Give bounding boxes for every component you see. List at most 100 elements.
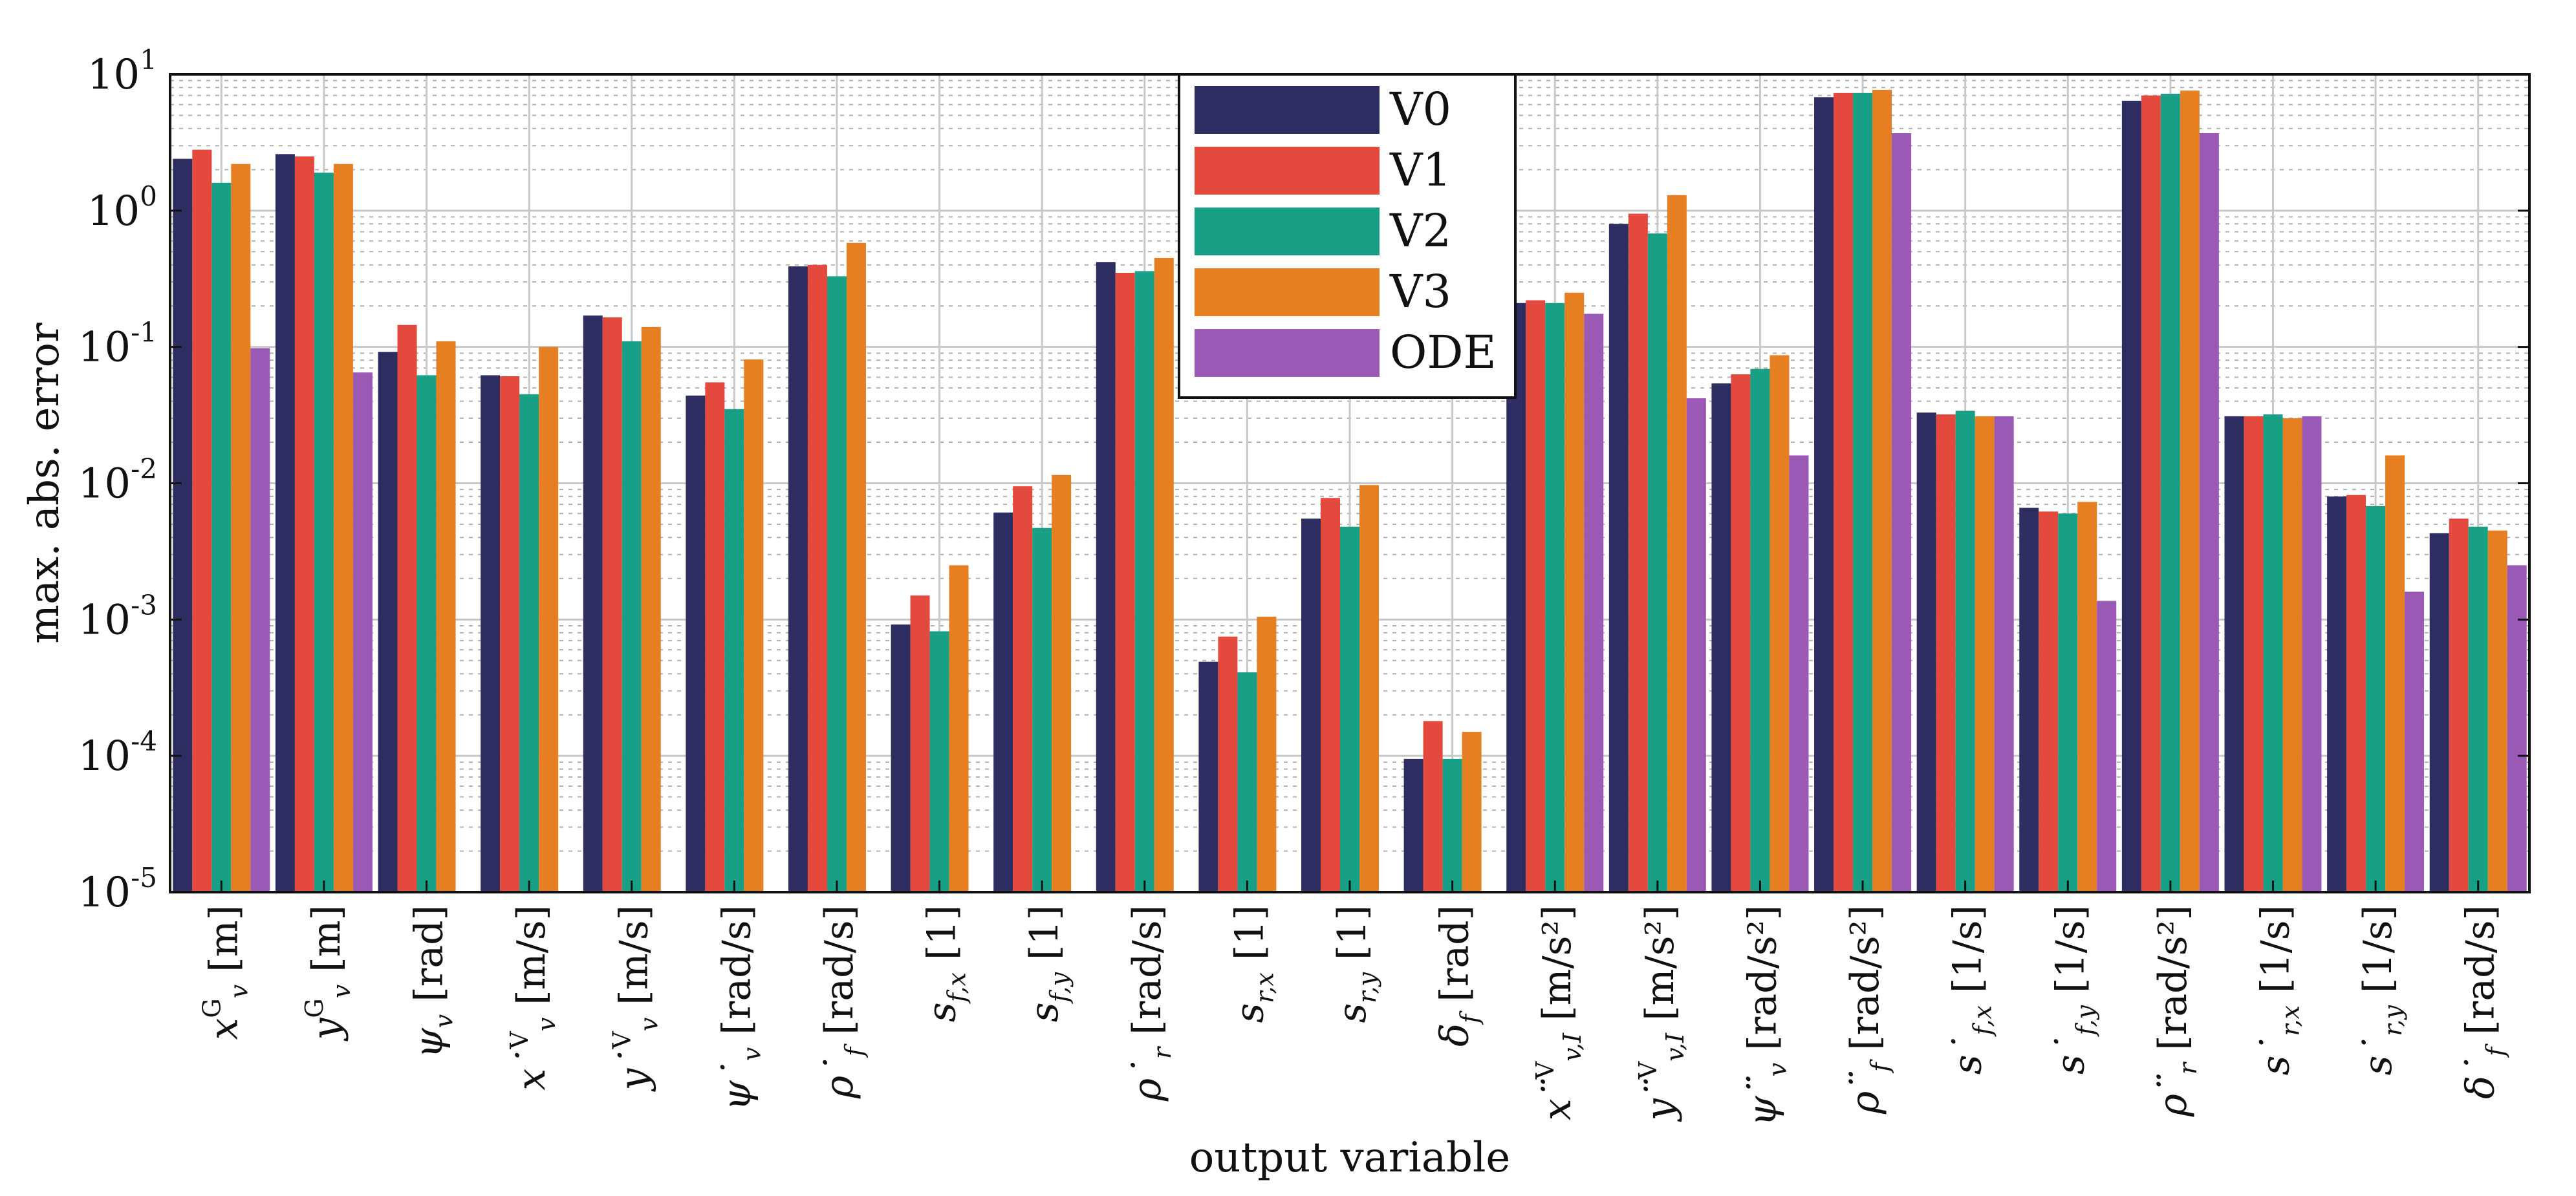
- bar-v3-20: [2282, 418, 2302, 892]
- bar-v3-10: [1257, 616, 1277, 892]
- bar-v1-17: [1936, 414, 1956, 892]
- y-tick-label: 10-4: [78, 725, 157, 780]
- bar-v3-22: [2487, 530, 2507, 892]
- legend-swatch-ode: [1195, 329, 1380, 377]
- bar-v1-15: [1731, 374, 1751, 892]
- bar-v2-9: [1134, 271, 1154, 893]
- bar-ode-18: [2097, 601, 2117, 892]
- bar-v0-7: [891, 624, 911, 892]
- bar-v0-9: [1096, 262, 1116, 892]
- bar-v3-15: [1770, 355, 1790, 892]
- x-category-label-7: sf,x [1]: [920, 905, 971, 1022]
- y-tick-label: 101: [87, 44, 157, 99]
- x-category-label-6: ρ˙f [rad/s]: [817, 905, 869, 1099]
- bar-ode-0: [250, 348, 270, 892]
- x-category-label-13: x¨Vv,I [m/s²]: [1531, 905, 1586, 1120]
- bar-v0-11: [1301, 518, 1321, 892]
- bar-v3-19: [2180, 91, 2200, 893]
- bar-v3-16: [1872, 89, 1892, 893]
- bar-v1-6: [807, 264, 827, 892]
- bar-ode-16: [1892, 133, 1912, 892]
- bar-v3-3: [539, 347, 559, 892]
- legend-label-v1: V1: [1389, 144, 1451, 197]
- bar-ode-13: [1584, 314, 1604, 892]
- y-tick-label: 10-2: [78, 453, 157, 508]
- x-category-label-4: y˙Vv [m/s]: [608, 905, 664, 1093]
- bar-v1-1: [294, 156, 314, 892]
- bar-v1-3: [500, 376, 520, 892]
- bar-v1-13: [1526, 300, 1546, 893]
- x-category-label-1: yGv [m]: [300, 905, 356, 1042]
- bar-ode-22: [2507, 565, 2527, 892]
- bar-v0-15: [1711, 383, 1731, 892]
- bar-v1-16: [1834, 92, 1854, 892]
- bar-v1-20: [2244, 416, 2264, 892]
- bar-v1-18: [2039, 511, 2059, 892]
- bar-v3-21: [2385, 455, 2405, 892]
- bar-v0-10: [1198, 661, 1218, 892]
- x-category-label-18: s˙f,y [1/s]: [2048, 905, 2099, 1074]
- bar-v3-4: [641, 326, 661, 892]
- bar-ode-20: [2302, 416, 2322, 892]
- legend-label-ode: ODE: [1390, 326, 1497, 379]
- bar-v2-0: [211, 182, 232, 892]
- bar-v3-7: [949, 565, 969, 892]
- bar-v3-9: [1154, 257, 1174, 892]
- bar-v2-22: [2468, 526, 2488, 892]
- bar-v1-5: [705, 382, 725, 892]
- bar-v0-12: [1403, 758, 1423, 892]
- bar-v3-17: [1975, 416, 1995, 892]
- bar-v1-14: [1628, 213, 1648, 893]
- bar-v3-12: [1462, 732, 1482, 892]
- bar-v1-9: [1115, 272, 1135, 892]
- bar-v0-6: [788, 266, 808, 892]
- x-category-label-14: y¨Vv,I [m/s²]: [1634, 905, 1689, 1122]
- bar-v1-0: [192, 149, 212, 893]
- bar-v3-13: [1564, 292, 1585, 892]
- bar-ode-15: [1789, 455, 1809, 892]
- y-ticks: 10-5 10-4 10-3 10-2 10-1 100 101: [78, 44, 2529, 917]
- x-category-label-12: δf [rad]: [1433, 905, 1484, 1047]
- bar-v3-14: [1667, 195, 1687, 892]
- legend-label-v0: V0: [1389, 83, 1451, 136]
- bar-v2-5: [724, 409, 744, 892]
- bar-v1-22: [2449, 518, 2469, 892]
- x-category-label-15: ψ¨v [rad/s²]: [1740, 905, 1791, 1126]
- x-category-label-9: ρ˙r [rad/s]: [1125, 905, 1176, 1102]
- bar-v2-15: [1750, 368, 1770, 892]
- x-category-label-16: ρ¨f [rad/s²]: [1843, 905, 1894, 1115]
- bar-v1-21: [2346, 495, 2366, 892]
- y-tick-label: 10-1: [78, 317, 157, 372]
- bar-v3-6: [846, 242, 866, 893]
- bar-v3-5: [744, 359, 764, 892]
- bar-v2-20: [2263, 414, 2283, 892]
- bar-ode-14: [1686, 398, 1706, 892]
- bar-v1-12: [1423, 721, 1443, 892]
- x-category-label-11: sr,y [1]: [1330, 905, 1381, 1023]
- bar-v2-18: [2058, 513, 2078, 892]
- x-category-label-8: sf,y [1]: [1022, 905, 1074, 1022]
- bar-v3-1: [333, 164, 353, 893]
- bar-v0-21: [2327, 496, 2347, 892]
- bar-v2-16: [1853, 92, 1873, 892]
- legend-swatch-v2: [1195, 208, 1380, 255]
- bar-v0-16: [1814, 97, 1834, 892]
- bar-v2-13: [1545, 303, 1565, 893]
- x-category-label-2: ψv [rad]: [407, 905, 459, 1058]
- legend-swatch-v1: [1195, 147, 1380, 195]
- bar-v2-11: [1340, 526, 1359, 892]
- bar-v2-10: [1237, 672, 1257, 892]
- bar-v2-8: [1032, 528, 1052, 892]
- x-category-label-17: s˙f,x [1/s]: [1945, 905, 1997, 1074]
- bar-v3-11: [1359, 485, 1379, 892]
- bar-ode-19: [2199, 133, 2219, 892]
- y-tick-label: 10-5: [78, 862, 157, 917]
- bar-v2-19: [2160, 94, 2180, 892]
- legend-label-v2: V2: [1389, 204, 1451, 257]
- bar-v0-22: [2429, 533, 2449, 892]
- bar-v2-17: [1955, 411, 1975, 892]
- x-category-label-19: ρ¨r [rad/s²]: [2150, 905, 2202, 1117]
- bar-v1-8: [1013, 486, 1033, 892]
- x-category-label-20: s˙r,x [1/s]: [2253, 905, 2304, 1075]
